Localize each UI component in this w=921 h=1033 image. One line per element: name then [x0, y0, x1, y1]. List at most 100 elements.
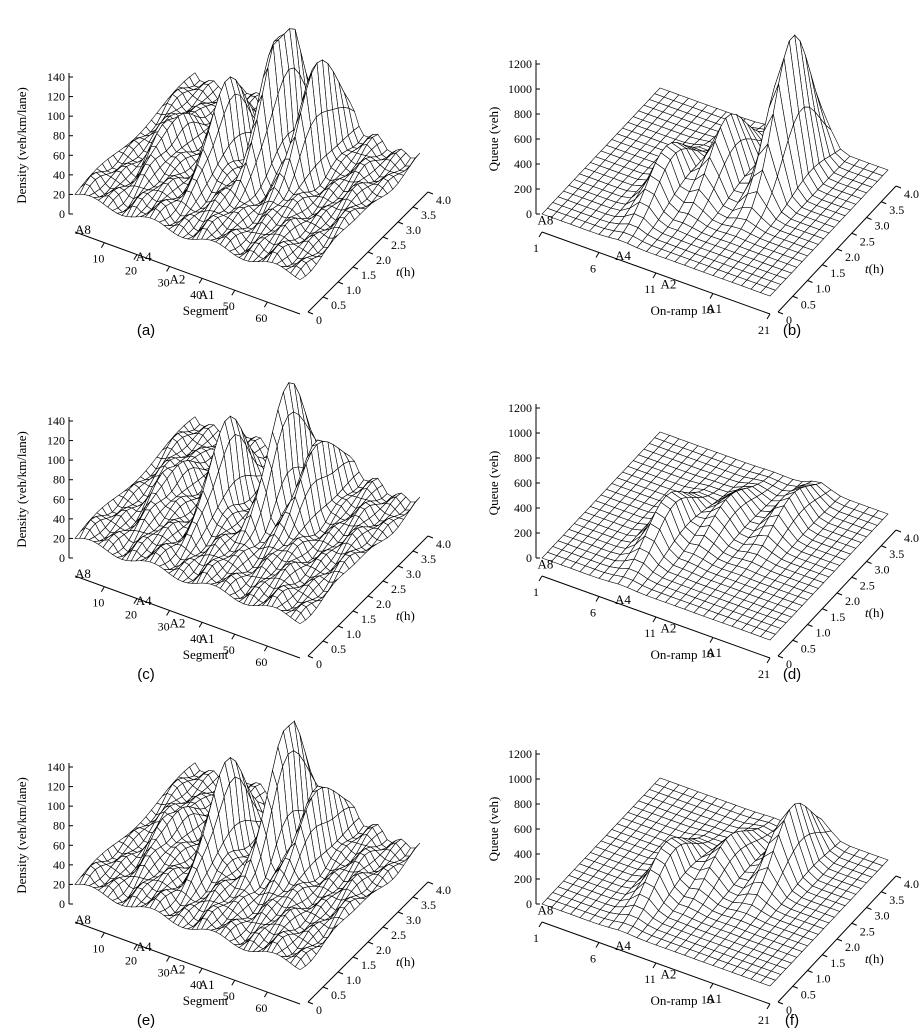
- t-tick-label: 3.5: [421, 552, 436, 566]
- x-tick-mark: [538, 921, 543, 928]
- ramp-label-a1: A1: [706, 645, 722, 660]
- x-tick-mark: [709, 983, 714, 989]
- t-tick-mark: [851, 232, 857, 236]
- x-tick-label: 1: [533, 241, 539, 255]
- z-tick-label: 400: [514, 501, 532, 515]
- x-tick-mark: [166, 610, 170, 616]
- x-tick-mark: [133, 944, 138, 950]
- t-tick-mark: [851, 922, 857, 926]
- t-axis-title-symbol: t: [396, 954, 400, 969]
- x-tick-mark: [595, 252, 600, 258]
- t-tick-mark: [322, 986, 329, 990]
- t-tick-mark: [367, 941, 374, 945]
- x-tick-mark: [766, 657, 771, 664]
- t-tick-mark: [895, 875, 902, 879]
- x-tick-label: 16: [701, 647, 713, 661]
- x-tick-mark: [166, 266, 170, 272]
- x-tick-mark: [766, 1003, 771, 1010]
- x-tick-label: 6: [590, 606, 596, 620]
- x-axis-title: Segment: [183, 303, 229, 318]
- t-tick-mark: [895, 185, 902, 189]
- t-tick-mark: [412, 896, 419, 900]
- z-tick-label: 40: [53, 168, 65, 182]
- t-tick-label: 3.5: [889, 203, 904, 217]
- t-tick-mark: [881, 201, 887, 205]
- t-tick-mark: [866, 217, 872, 220]
- x-tick-label: 30: [158, 965, 170, 979]
- x-tick-mark: [100, 242, 105, 248]
- x-tick-label: 40: [190, 631, 202, 645]
- surface-cell: [294, 958, 306, 971]
- panel-caption: (b): [783, 322, 801, 339]
- t-tick-label: 4.0: [436, 883, 451, 897]
- t-tick-label: 0.5: [801, 987, 816, 1001]
- t-axis-title-symbol: t: [396, 608, 400, 623]
- x-tick-mark: [133, 598, 138, 604]
- x-tick-mark: [133, 254, 138, 260]
- t-tick-label: 4.0: [436, 193, 451, 207]
- t-tick-mark: [307, 1001, 314, 1005]
- t-tick-label: 4.0: [904, 877, 919, 891]
- x-tick-mark: [100, 932, 105, 938]
- z-tick-label: 1000: [508, 82, 532, 96]
- t-tick-mark: [412, 550, 419, 554]
- x-axis-line: [74, 231, 301, 315]
- t-tick-mark: [866, 907, 872, 910]
- t-tick-label: 2.0: [376, 943, 391, 957]
- z-tick-label: 80: [53, 473, 65, 487]
- t-tick-label: 0: [786, 657, 792, 671]
- t-tick-label: 0: [786, 313, 792, 327]
- x-tick-mark: [652, 962, 657, 969]
- x-tick-label: 21: [758, 667, 770, 681]
- x-tick-label: 10: [92, 252, 104, 266]
- z-tick-label: 600: [514, 822, 532, 836]
- z-tick-label: 100: [47, 109, 65, 123]
- t-tick-mark: [397, 911, 404, 915]
- ramp-label-a8: A8: [75, 912, 91, 927]
- t-axis-title-unit: (h): [869, 605, 884, 620]
- x-tick-label: 1: [533, 585, 539, 599]
- t-axis-title: t(h): [865, 951, 884, 966]
- x-tick-mark: [263, 645, 268, 652]
- ramp-label-a2: A2: [170, 615, 186, 630]
- t-tick-label: 2.0: [376, 253, 391, 267]
- t-tick-mark: [352, 610, 359, 614]
- x-tick-mark: [166, 956, 170, 962]
- t-tick-label: 3.0: [406, 223, 421, 237]
- t-tick-label: 3.5: [889, 547, 904, 561]
- x-tick-mark: [198, 622, 203, 628]
- t-tick-mark: [822, 954, 828, 958]
- t-tick-label: 3.0: [406, 567, 421, 581]
- t-axis-title: t(h): [396, 954, 415, 969]
- t-tick-mark: [427, 191, 434, 195]
- t-tick-label: 1.0: [816, 972, 831, 986]
- x-tick-mark: [198, 278, 203, 284]
- x-tick-label: 60: [255, 655, 267, 669]
- z-tick-label: 140: [47, 70, 65, 84]
- x-tick-mark: [709, 637, 714, 643]
- x-tick-label: 11: [644, 282, 656, 296]
- t-tick-label: 1.0: [346, 283, 361, 297]
- t-tick-label: 1.0: [816, 626, 831, 640]
- x-tick-label: 1: [533, 931, 539, 945]
- z-axis-title: Queue (veh): [486, 451, 501, 516]
- t-tick-mark: [382, 580, 389, 584]
- t-axis-title-unit: (h): [400, 954, 415, 969]
- x-tick-label: 40: [190, 977, 202, 991]
- z-tick-label: 800: [514, 797, 532, 811]
- z-axis-title: Density (veh/km/lane): [14, 777, 29, 894]
- x-tick-label: 20: [125, 608, 137, 622]
- surface-mesh: [74, 720, 421, 971]
- t-tick-mark: [367, 251, 374, 255]
- t-tick-mark: [397, 565, 404, 569]
- x-tick-mark: [652, 272, 657, 279]
- x-axis-line: [74, 921, 301, 1005]
- x-tick-label: 50: [223, 643, 235, 657]
- t-tick-label: 4.0: [904, 187, 919, 201]
- t-tick-label: 4.0: [904, 531, 919, 545]
